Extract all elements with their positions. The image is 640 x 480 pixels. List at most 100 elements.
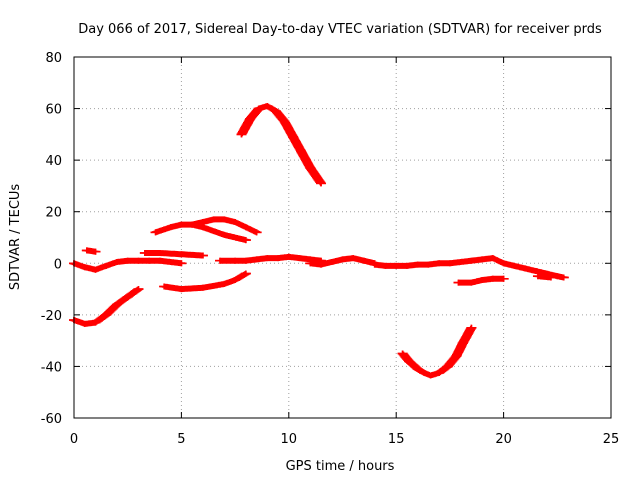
data-point [176,260,187,267]
data-point [305,164,316,171]
data-point [197,224,208,231]
data-point [326,258,337,265]
data-point [133,286,144,293]
data-point [477,277,488,284]
data-point [423,261,434,268]
grid-lines [74,57,611,418]
data-point [532,273,543,280]
x-tick-label: 5 [177,432,185,447]
y-tick-label: 0 [54,257,62,272]
data-point [466,324,477,331]
data-point [236,131,247,138]
data-point [348,255,359,262]
data-point [283,253,294,260]
data-series [236,102,327,187]
data-point [498,275,509,282]
y-tick-label: -40 [41,360,62,375]
data-point [434,369,445,376]
data-point [101,262,112,269]
data-point [144,257,155,264]
data-point [90,248,101,255]
data-point [122,257,133,264]
data-point [154,257,165,264]
x-tick-label: 0 [70,432,78,447]
data-point [273,255,284,262]
axis-ticks: 0 5 10 15 20 25 -60 -40 -20 0 20 40 60 80 [41,51,620,447]
data-point [262,255,273,262]
data-point [176,251,187,258]
data-point [316,261,327,268]
data-series [215,253,327,264]
data-point [159,283,170,290]
data-point [477,256,488,263]
data-point [419,369,430,376]
data-point [444,260,455,267]
data-point [294,255,305,262]
y-axis-label: SDTVAR / TECUs [8,184,23,291]
data-point [404,358,415,365]
data-point [111,301,122,308]
data-point [197,219,208,226]
plot-area [69,102,569,379]
data-series [532,273,556,281]
data-point [197,284,208,291]
data-point [230,277,241,284]
y-tick-label: -20 [41,309,62,324]
data-series [187,216,262,236]
data-point [122,293,133,300]
data-series [453,275,509,286]
data-point [466,257,477,264]
data-point [219,280,230,287]
data-point [316,180,327,187]
data-point [251,229,262,236]
data-point [240,257,251,264]
data-point [545,274,556,281]
plot-frame [73,56,612,419]
data-point [139,249,150,256]
data-point [240,270,251,277]
data-series [397,324,477,379]
data-point [197,252,208,259]
data-point [487,255,498,262]
data-point [509,262,520,269]
y-tick-label: -60 [41,412,62,427]
data-point [369,261,380,268]
data-series [69,257,187,273]
x-tick-label: 25 [603,432,620,447]
data-point [165,224,176,231]
data-point [251,256,262,263]
data-point [79,264,90,271]
data-point [453,279,464,286]
data-series [150,221,251,244]
data-point [219,216,230,223]
data-point [520,265,531,272]
data-point [245,115,256,122]
data-point [412,366,423,373]
data-point [111,258,122,265]
y-tick-label: 80 [45,51,62,66]
data-point [240,224,251,231]
data-point [380,262,391,269]
data-point [230,219,241,226]
data-point [133,257,144,264]
data-point [240,237,251,244]
data-point [150,229,161,236]
data-point [498,260,509,267]
series-markers [236,103,326,187]
data-point [457,340,468,347]
data-point [296,149,307,156]
data-point [305,260,316,267]
data-series [139,249,208,259]
x-tick-label: 20 [495,432,512,447]
x-axis-label: GPS time / hours [286,459,395,474]
x-tick-label: 15 [388,432,405,447]
chart-title: Day 066 of 2017, Sidereal Day-to-day VTE… [78,22,602,37]
data-point [253,105,264,112]
data-point [176,221,187,228]
data-point [154,249,165,256]
data-point [215,257,226,264]
data-point [466,279,477,286]
data-point [530,268,541,275]
data-point [425,372,436,379]
